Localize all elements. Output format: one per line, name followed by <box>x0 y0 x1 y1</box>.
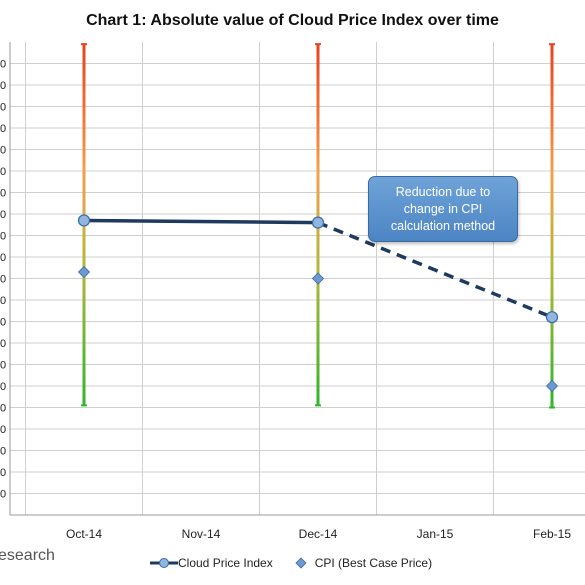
legend-line-marker-icon <box>150 558 178 568</box>
y-tick-label: 0 <box>0 317 6 329</box>
y-tick-label: 0 <box>0 467 6 479</box>
y-tick-label: 0 <box>0 209 6 221</box>
cpi-point <box>311 216 325 229</box>
y-tick-label: 0 <box>0 123 6 135</box>
cpi-point <box>77 214 91 227</box>
x-tick-label: Dec-14 <box>299 527 338 541</box>
legend: Cloud Price Index CPI (Best Case Price) <box>150 556 446 570</box>
x-tick-label: Feb-15 <box>533 527 571 541</box>
y-tick-label: 0 <box>0 274 6 286</box>
brand-footer-text: esearch <box>0 547 55 564</box>
y-tick-label: 0 <box>0 59 6 71</box>
y-axis-ticks: 0 0 0 0 0 0 0 0 0 0 0 0 0 0 0 0 0 0 0 0 0 <box>0 59 6 501</box>
y-tick-label: 0 <box>0 360 6 372</box>
series-lines <box>83 218 553 319</box>
range-bar <box>549 43 555 409</box>
y-tick-label: 0 <box>0 295 6 307</box>
best-case-point <box>545 379 559 393</box>
series-markers <box>77 214 559 393</box>
gridlines <box>9 42 585 516</box>
y-tick-label: 0 <box>0 424 6 436</box>
chart-title: Chart 1: Absolute value of Cloud Price I… <box>86 12 499 29</box>
y-tick-label: 0 <box>0 381 6 393</box>
best-case-point <box>311 272 325 285</box>
series-segment-dashed <box>317 220 553 319</box>
legend-diamond-icon <box>295 557 307 569</box>
y-tick-label: 0 <box>0 231 6 243</box>
range-bar-line <box>550 44 554 408</box>
x-tick-label: Oct-14 <box>66 527 102 541</box>
x-tick-label: Jan-15 <box>417 527 454 541</box>
legend-item-best-case: CPI (Best Case Price) <box>287 556 432 570</box>
y-tick-label: 0 <box>0 145 6 157</box>
y-tick-label: 0 <box>0 489 6 501</box>
legend-label-cloud-price-index: Cloud Price Index <box>178 556 273 570</box>
y-tick-label: 0 <box>0 252 6 264</box>
y-tick-label: 0 <box>0 188 6 200</box>
y-tick-label: 0 <box>0 446 6 458</box>
y-tick-label: 0 <box>0 403 6 415</box>
legend-item-cloud-price-index: Cloud Price Index <box>150 556 273 570</box>
y-tick-label: 0 <box>0 166 6 178</box>
y-tick-label: 0 <box>0 338 6 350</box>
x-axis-ticks: Oct-14 Nov-14 Dec-14 Jan-15 Feb-15 <box>66 527 571 541</box>
cpi-point <box>545 311 559 324</box>
y-tick-label: 0 <box>0 102 6 114</box>
x-tick-label: Nov-14 <box>182 527 221 541</box>
legend-label-best-case: CPI (Best Case Price) <box>314 556 433 570</box>
annotation-callout: Reduction due to change in CPI calculati… <box>368 176 518 242</box>
best-case-point <box>77 265 91 279</box>
series-segment <box>83 218 319 225</box>
annotation-text: Reduction due to change in CPI calculati… <box>390 184 496 233</box>
y-tick-label: 0 <box>0 80 6 92</box>
